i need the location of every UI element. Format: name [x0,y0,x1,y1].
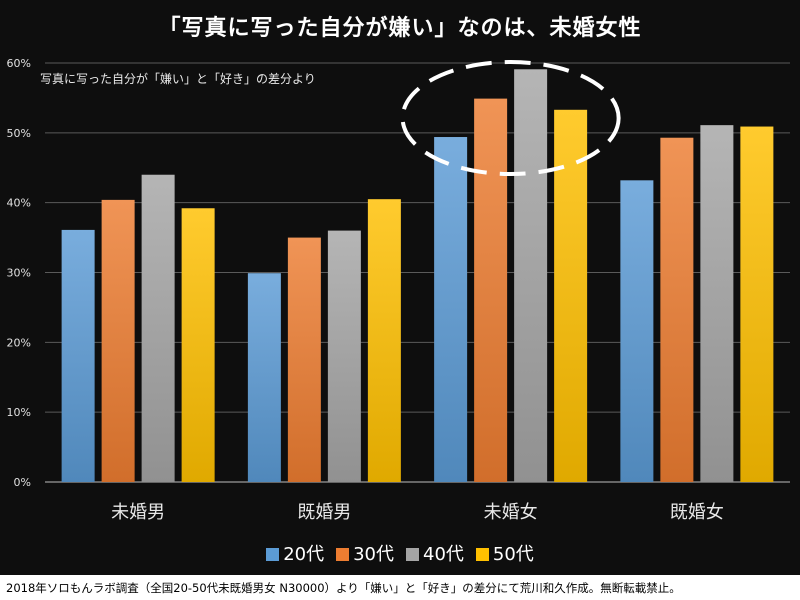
y-tick-label: 20% [7,336,31,349]
legend: 20代 30代 40代 50代 [0,540,800,566]
legend-swatch [336,548,350,561]
source-footnote: 2018年ソロもんラボ調査（全国20-50代未既婚男女 N30000）より「嫌い… [6,581,681,595]
legend-item: 20代 [266,540,324,566]
chart-subtitle: 写真に写った自分が「嫌い」と「好き」の差分より [40,72,316,86]
bar-3-2 [700,125,734,482]
x-category-label: 未婚男 [111,502,165,523]
legend-label: 50代 [492,544,534,565]
bar-0-0 [61,229,95,482]
bar-2-2 [514,69,548,482]
bar-3-0 [620,180,654,482]
chart-title: 「写真に写った自分が嫌い」なのは、未婚女性 [158,16,642,41]
bar-1-0 [247,273,281,482]
y-tick-label: 60% [7,57,31,70]
legend-item: 40代 [406,540,464,566]
bar-1-3 [367,199,401,483]
y-tick-label: 10% [7,406,31,419]
legend-label: 40代 [423,544,464,565]
legend-item: 50代 [475,540,534,566]
x-category-label: 未婚女 [484,502,538,523]
highlight-ellipse [400,60,621,176]
bar-0-1 [101,199,135,482]
bar-3-3 [740,126,774,482]
y-tick-label: 30% [7,267,31,280]
bar-2-0 [434,137,468,483]
legend-swatch [475,548,489,561]
bar-1-2 [327,230,361,482]
bar-0-3 [181,208,215,482]
legend-label: 30代 [353,544,394,565]
bar-2-3 [554,109,588,482]
bar-2-1 [474,98,508,483]
x-category-label: 既婚女 [670,502,724,523]
legend-label: 20代 [283,544,325,565]
legend-item: 30代 [336,540,394,566]
y-tick-label: 0% [14,476,31,489]
bar-1-1 [287,237,321,482]
bar-3-1 [660,137,694,482]
chart-panel: 「写真に写った自分が嫌い」なのは、未婚女性 0% 10% 20% 30% 40% 50% 6… [0,0,800,575]
bar-0-2 [141,174,175,482]
legend-swatch [266,548,280,561]
x-category-label: 既婚男 [297,502,351,523]
y-tick-label: 40% [7,197,31,210]
legend-swatch [406,548,419,561]
y-tick-label: 50% [7,127,31,140]
bar-chart: 0% 10% 20% 30% 40% 50% 60% 未婚男 既婚男 未婚女 既婚女 [7,57,790,523]
